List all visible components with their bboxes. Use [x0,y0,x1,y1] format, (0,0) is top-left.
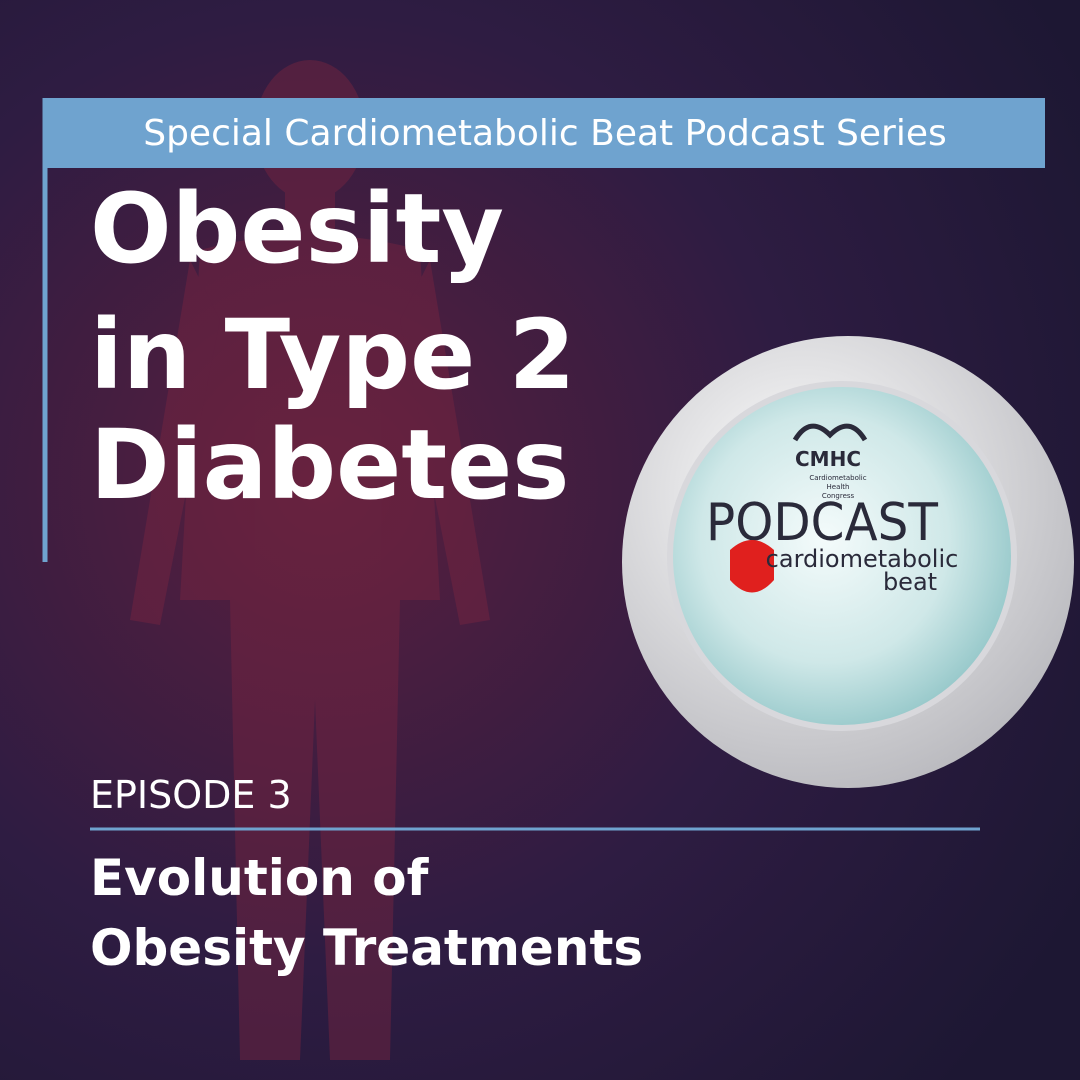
subtitle-line: Evolution of [90,849,430,907]
logo-org: CMHC [795,447,861,471]
banner [45,98,1045,168]
title-line: Diabetes [90,409,569,521]
podcast-logo: CMHC Cardiometabolic Health Congress POD… [622,336,1074,788]
logo-heart [792,423,868,442]
logo-org-full: Cardiometabolic [809,474,866,482]
episode-label: EPISODE 3 [90,773,292,817]
logo-org-full: Health [827,483,850,491]
logo-tagline: cardiometabolic [766,545,959,573]
title-line: Obesity [90,173,504,285]
banner-text: Special Cardiometabolic Beat Podcast Ser… [143,113,947,154]
logo-head [730,540,774,593]
logo-face [667,381,1017,731]
logo-tagline: beat [883,568,937,596]
title-line: in Type 2 [90,299,575,411]
logo-org-full: Congress [822,492,855,500]
subtitle-line: Obesity Treatments [90,919,643,977]
